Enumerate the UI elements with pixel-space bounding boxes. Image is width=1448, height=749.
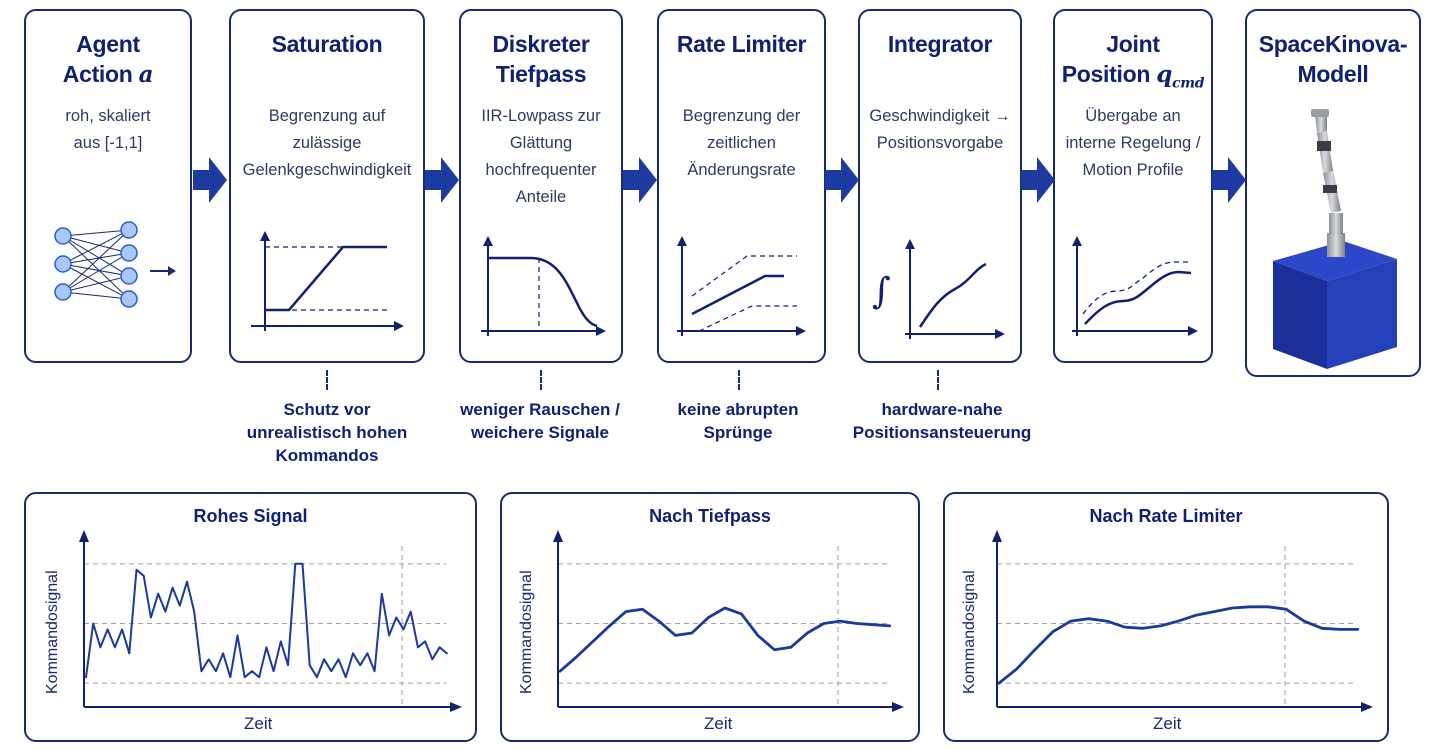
robot-arm-icon — [1273, 109, 1397, 369]
stage-title: Rate Limiter — [676, 31, 807, 57]
flow-arrow-6 — [1212, 157, 1246, 203]
stage-title: SpaceKinova- Modell — [1258, 31, 1408, 87]
flow-arrow-5 — [1021, 157, 1055, 203]
x-axis-arrow — [450, 702, 462, 712]
stage-title: Diskreter Tiefpass — [492, 31, 590, 87]
stage-desc: Geschwindigkeit → Positionsvorgabe — [869, 107, 1011, 152]
note-connector — [937, 370, 939, 390]
x-axis-arrow — [892, 702, 904, 712]
stage-desc: IIR-Lowpass zur Glättung hochfrequenter Ant… — [481, 107, 601, 206]
x-axis-arrow — [1361, 702, 1373, 712]
stage-ratelimiter: Rate Limiter Begrenzung der zeitlichen Änd… — [657, 9, 826, 363]
math-symbol: q — [1156, 61, 1172, 88]
flow-arrow-2 — [425, 157, 459, 203]
stage-desc: Begrenzung auf zulässige Gelenkgeschwindig… — [242, 107, 412, 179]
series-line — [85, 562, 448, 679]
chart-plot — [553, 530, 904, 712]
stage-title: Saturation — [271, 31, 383, 57]
chart-after-ratelimiter: Nach Rate Limiter Kommandosignal Zeit — [943, 492, 1389, 742]
position-curve-icon — [1072, 236, 1198, 336]
stage-title: Integrator — [887, 31, 993, 57]
flow-arrow-4 — [825, 157, 859, 203]
integral-curve-icon: ∫ — [872, 239, 1005, 339]
saturation-curve-icon — [251, 231, 404, 331]
stage-desc: Begrenzung der zeitlichen Änderungsrate — [682, 107, 801, 179]
chart-title: Nach Rate Limiter — [1089, 506, 1243, 526]
stage-title: Joint Position qcmd — [1061, 31, 1205, 92]
flow-arrow-3 — [623, 157, 657, 203]
flow-arrow-1 — [193, 157, 227, 203]
y-axis-arrow — [992, 530, 1002, 542]
math-subscript: cmd — [1171, 75, 1205, 92]
stage-desc: roh, skaliert aus [-1,1] — [65, 107, 151, 152]
note-ratelimiter: keine abrupten Sprünge — [677, 400, 799, 442]
stage-desc: Übergabe an interne Regelung / Motion Prof… — [1065, 107, 1201, 179]
lowpass-curve-icon — [481, 236, 606, 336]
note-integrator: hardware-nahe Positionsansteuerung — [852, 400, 1032, 442]
note-connector — [326, 370, 328, 390]
chart-raw-signal: Rohes Signal Kommandosignal Zeit — [24, 492, 477, 742]
y-axis-arrow — [79, 530, 89, 542]
math-symbol: a — [138, 61, 154, 88]
chart-after-lowpass: Nach Tiefpass Kommandosignal Zeit — [500, 492, 920, 742]
svg-text:∫: ∫ — [872, 271, 891, 312]
stage-spacekinova-model: SpaceKinova- Modell — [1245, 9, 1421, 377]
stage-saturation: Saturation Begrenzung auf zulässige Gelenk… — [229, 9, 425, 363]
rate-limit-curve-icon — [677, 236, 806, 336]
chart-title: Rohes Signal — [193, 506, 308, 526]
note-saturation: Schutz vor unrealistisch hohen Kommandos — [246, 400, 408, 465]
stage-agent: Agent Action a roh, skaliert aus [-1,1] — [24, 9, 192, 363]
y-axis-arrow — [553, 530, 563, 542]
neural-network-icon — [54, 221, 176, 308]
x-axis-label: Zeit — [704, 714, 733, 733]
chart-plot — [992, 530, 1373, 712]
x-axis-label: Zeit — [1153, 714, 1182, 733]
stage-joint-position: Joint Position qcmd Übergabe an interne R… — [1053, 9, 1213, 363]
note-tiefpass: weniger Rauschen / weichere Signale — [460, 400, 620, 442]
series-line — [997, 605, 1360, 685]
stage-title: Agent Action a — [62, 31, 154, 88]
stage-integrator: Integrator Geschwindigkeit → Positionsvor… — [858, 9, 1022, 363]
series-line — [558, 606, 892, 673]
note-connector — [540, 370, 542, 390]
chart-title: Nach Tiefpass — [649, 506, 771, 526]
stage-tiefpass: Diskreter Tiefpass IIR-Lowpass zur Glättun… — [459, 9, 623, 363]
note-connector — [738, 370, 740, 390]
x-axis-label: Zeit — [244, 714, 273, 733]
chart-plot — [79, 530, 462, 712]
